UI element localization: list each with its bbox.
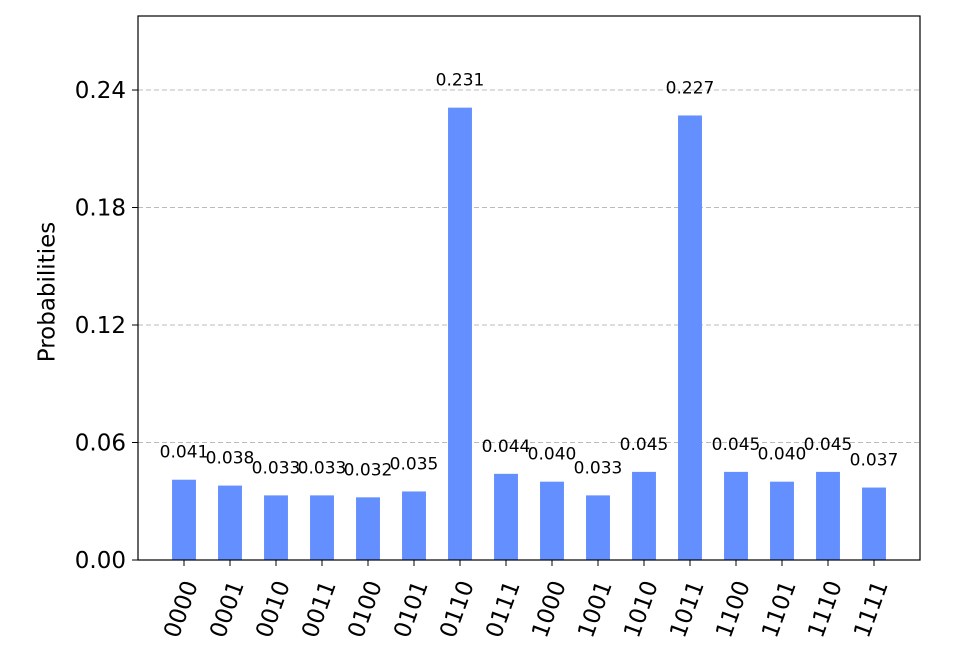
bar (310, 495, 334, 560)
value-label: 0.045 (712, 435, 761, 455)
x-tick-label: 1101 (757, 577, 801, 641)
bar (172, 479, 196, 560)
value-label: 0.033 (298, 458, 347, 478)
value-label: 0.037 (850, 451, 899, 471)
value-label: 0.045 (620, 435, 669, 455)
bar (678, 115, 702, 560)
value-label: 0.033 (574, 458, 623, 478)
value-label: 0.041 (160, 443, 209, 463)
value-label: 0.035 (390, 454, 439, 474)
y-tick-label: 0.06 (75, 431, 126, 457)
value-label: 0.231 (436, 71, 485, 91)
value-label: 0.044 (482, 437, 531, 457)
value-label: 0.227 (666, 78, 715, 98)
x-tick-label: 0110 (435, 577, 479, 641)
bar (494, 473, 518, 560)
value-label: 0.038 (206, 449, 255, 469)
x-tick-label: 0011 (297, 577, 341, 641)
x-tick-label: 1010 (619, 577, 663, 641)
y-tick-label: 0.24 (75, 78, 126, 104)
x-tick-label: 1111 (849, 577, 893, 641)
y-tick-label: 0.00 (75, 548, 126, 574)
value-label: 0.040 (528, 445, 577, 465)
x-tick-label: 0100 (343, 577, 387, 641)
value-label: 0.032 (344, 460, 393, 480)
value-label: 0.033 (252, 458, 301, 478)
bar (218, 485, 242, 560)
x-tick-label: 1001 (573, 577, 617, 641)
x-tick-label: 0010 (251, 577, 295, 641)
bar (448, 107, 472, 561)
bar (770, 481, 794, 560)
bar (402, 491, 426, 560)
bar (724, 471, 748, 560)
x-tick-label: 1011 (665, 577, 709, 641)
x-tick-label: 1000 (527, 577, 571, 641)
x-tick-label: 0101 (389, 577, 433, 641)
bar (356, 497, 380, 560)
x-tick-label: 0111 (481, 577, 525, 641)
y-tick-label: 0.18 (75, 196, 126, 222)
bar (540, 481, 564, 560)
y-axis-label: Probabilities (35, 222, 61, 363)
x-tick-label: 0001 (205, 577, 249, 641)
bar (862, 487, 886, 560)
plot-frame (137, 15, 921, 561)
bar (632, 471, 656, 560)
x-tick-label: 0000 (159, 577, 203, 641)
bar (586, 495, 610, 560)
bar (264, 495, 288, 560)
x-tick-label: 1100 (711, 577, 755, 641)
value-label: 0.045 (804, 435, 853, 455)
bar (816, 471, 840, 560)
value-label: 0.040 (758, 445, 807, 465)
y-tick-label: 0.12 (75, 313, 126, 339)
x-tick-label: 1110 (803, 577, 847, 641)
